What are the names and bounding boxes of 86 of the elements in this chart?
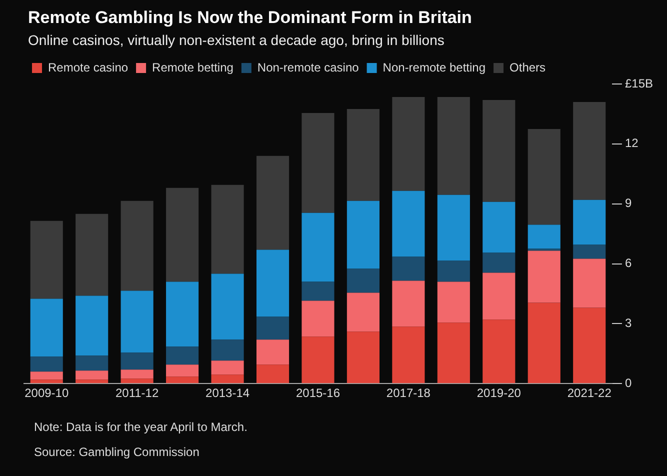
bar <box>166 376 199 384</box>
bar <box>256 250 290 317</box>
bar <box>76 296 108 356</box>
bar <box>528 250 560 303</box>
bar <box>166 364 199 377</box>
bar <box>302 300 334 337</box>
bar <box>392 280 425 327</box>
bar <box>482 100 516 202</box>
bar <box>211 374 244 384</box>
y-tick-label: 12 <box>624 136 639 150</box>
x-tick-label: 2015-16 <box>296 386 340 400</box>
bar <box>76 370 108 380</box>
bar <box>120 290 154 353</box>
y-tick-label: £15B <box>624 76 654 90</box>
bar <box>76 380 108 384</box>
legend-label: Remote betting <box>152 60 234 74</box>
bar <box>437 96 470 195</box>
bar <box>437 322 470 384</box>
x-tick-label: 2021-22 <box>567 386 612 400</box>
bar <box>573 200 606 245</box>
bar <box>573 308 606 384</box>
bar <box>120 378 154 384</box>
bar <box>256 364 290 384</box>
bar <box>302 112 334 213</box>
bar <box>482 252 516 273</box>
legend-label: Non-remote betting <box>382 60 486 74</box>
bar <box>392 190 425 257</box>
x-tick-label: 2013-14 <box>206 386 250 400</box>
y-tick-label: 0 <box>624 376 632 390</box>
x-tick-label: 2009-10 <box>24 386 69 400</box>
bar <box>437 194 470 261</box>
bar <box>30 298 63 357</box>
bar <box>76 356 108 371</box>
bar <box>528 128 560 225</box>
bar <box>256 316 290 340</box>
y-tick-label: 9 <box>624 196 632 210</box>
chart-subtitle: Online casinos, virtually non-existent a decade ago, bring in billions <box>28 32 444 48</box>
bar <box>302 212 334 282</box>
bar <box>528 224 560 249</box>
bar <box>166 282 199 347</box>
text: Note: Data is for the year April to March. <box>34 420 248 434</box>
bar <box>120 200 154 291</box>
bar <box>256 340 290 365</box>
legend-label: Others <box>510 60 546 74</box>
bar <box>346 108 380 201</box>
bar <box>30 220 63 299</box>
bar <box>346 268 380 293</box>
bar <box>573 258 606 308</box>
bar <box>211 340 244 361</box>
bar <box>528 302 560 384</box>
source-note: Source: Gambling Commission <box>34 445 200 459</box>
legend-label: Remote casino <box>48 60 128 74</box>
y-tick-label: 6 <box>624 256 632 270</box>
bar <box>482 272 516 320</box>
bar <box>346 292 380 332</box>
bar <box>346 332 380 384</box>
bar <box>166 188 199 282</box>
chart-title: Remote Gambling Is Now the Dominant Form in Britain <box>28 8 472 28</box>
bar <box>30 356 63 372</box>
bar <box>392 96 425 191</box>
bar <box>437 260 470 282</box>
bar <box>211 184 244 274</box>
bar <box>30 380 63 384</box>
bar <box>437 282 470 323</box>
x-tick-label: 2017-18 <box>386 386 431 400</box>
bar <box>120 352 154 370</box>
bar <box>482 202 516 253</box>
bar <box>392 326 425 384</box>
bar <box>573 102 606 200</box>
legend-label: Non-remote casino <box>257 60 360 74</box>
bar <box>482 320 516 384</box>
bar <box>76 214 108 296</box>
bar <box>30 372 63 380</box>
bar <box>120 370 154 379</box>
bar <box>211 360 244 375</box>
bar <box>392 256 425 281</box>
bar <box>302 282 334 301</box>
bar <box>166 346 199 365</box>
bar <box>346 200 380 269</box>
y-tick-label: 3 <box>624 316 632 330</box>
bar <box>211 274 244 340</box>
x-tick-label: 2011-12 <box>115 386 159 400</box>
bar <box>256 156 290 250</box>
bar <box>302 336 334 384</box>
x-tick-label: 2019-20 <box>476 386 522 400</box>
bar <box>573 244 606 259</box>
